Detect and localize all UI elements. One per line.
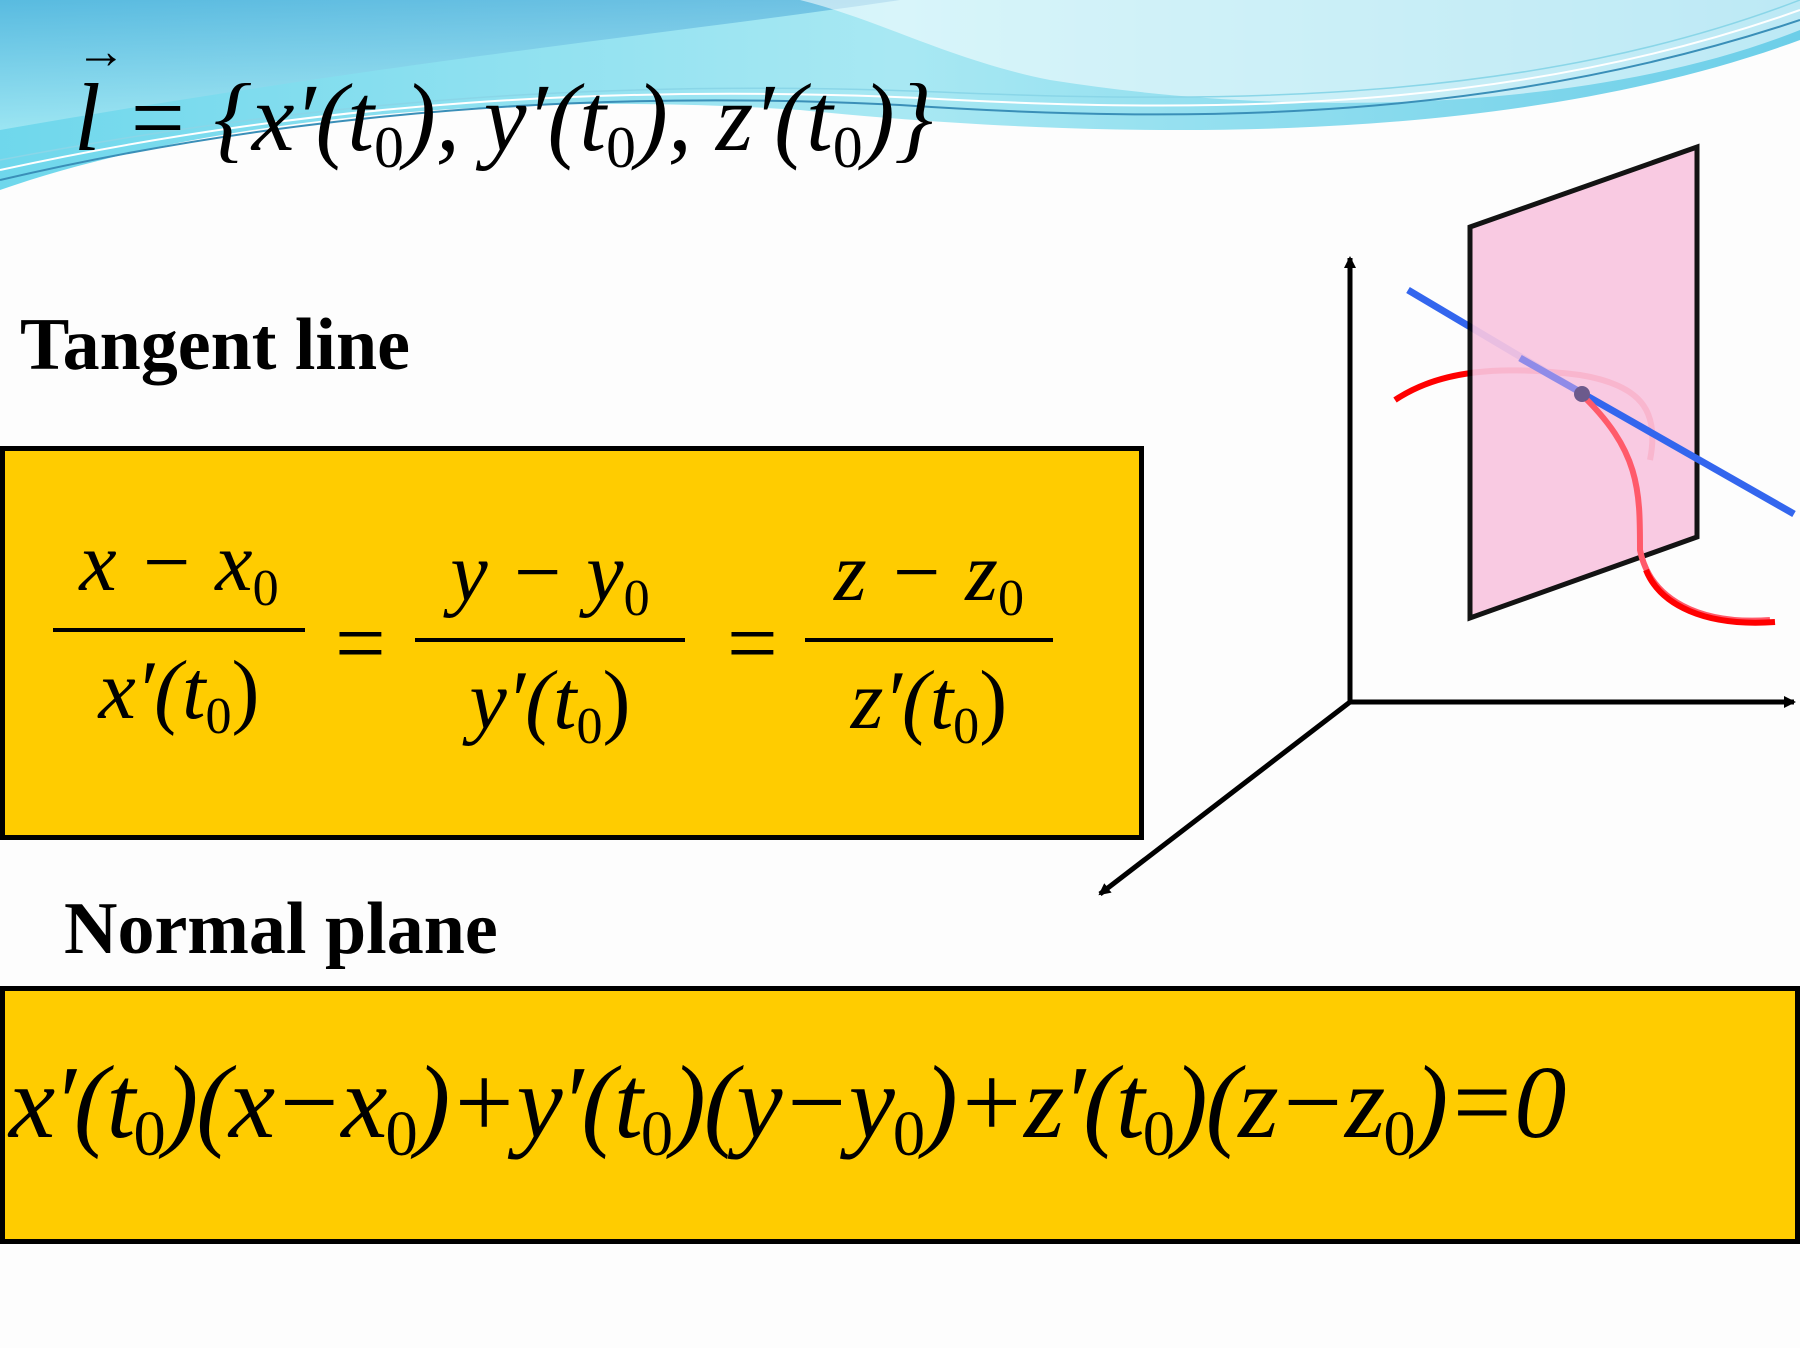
tangent-normal-diagram [1098, 143, 1796, 896]
subscript: 0 [832, 113, 863, 180]
tangent-point [1574, 386, 1590, 402]
direction-vector-formula: → l = {x′(t0), y′(t0), z′(t0)} [74, 26, 933, 176]
vector-rhs: = {x′(t [124, 64, 375, 171]
subscript: 0 [606, 113, 636, 180]
tangent-fraction-x: x − x0 x′(t0) [53, 521, 305, 781]
tangent-line-heading: Tangent line [20, 304, 410, 386]
vector-rhs-part: )} [862, 64, 933, 171]
fraction-denominator: z′(t0) [850, 654, 1008, 755]
fraction-bar [805, 638, 1053, 642]
tangent-front [1578, 388, 1796, 518]
normal-plane-shape [1467, 143, 1700, 622]
curve-front [1643, 568, 1776, 626]
normal-plane-heading: Normal plane [64, 888, 498, 970]
fraction-numerator: x − x0 [79, 516, 279, 617]
fraction-denominator: y′(t0) [469, 654, 631, 755]
vector-symbol: l [74, 64, 101, 171]
x-axis [1098, 700, 1352, 896]
tangent-fraction-y: y − y0 y′(t0) [415, 531, 685, 791]
normal-plane-equation-box: x′(t0)(x−x0)+y′(t0)(y−y0)+z′(t0)(z−z0)=0 [0, 986, 1800, 1244]
normal-plane-equation: x′(t0)(x−x0)+y′(t0)(y−y0)+z′(t0)(z−z0)=0 [9, 1045, 1566, 1170]
subscript: 0 [374, 113, 404, 180]
equals-sign: = [335, 594, 386, 693]
tangent-through-plane [1518, 354, 1582, 396]
vector-arrow: → [76, 23, 126, 79]
vector-rhs-part: ), y′(t [403, 64, 607, 171]
fraction-numerator: y − y0 [450, 526, 650, 627]
fraction-denominator: x′(t0) [98, 644, 260, 745]
fraction-bar [415, 638, 685, 642]
tangent-fraction-z: z − z0 z′(t0) [805, 531, 1053, 791]
fraction-numerator: z − z0 [833, 526, 1025, 627]
tangent-equation-box: x − x0 x′(t0) = y − y0 y′(t0) = z − z0 z… [0, 446, 1144, 840]
header-wave-decoration [0, 0, 1800, 190]
vector-rhs-part: ), z′(t [635, 64, 833, 171]
equals-sign: = [727, 594, 778, 693]
fraction-bar [53, 628, 305, 632]
